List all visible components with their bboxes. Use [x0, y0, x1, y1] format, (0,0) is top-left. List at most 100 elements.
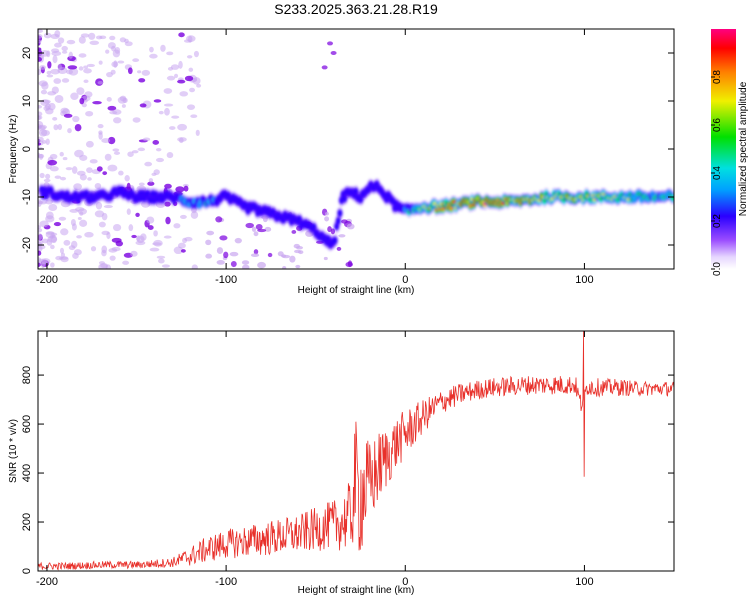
- heatmap-noise-blob: [107, 136, 116, 145]
- heatmap-noise-blob: [53, 222, 61, 227]
- heatmap-noise-blob: [38, 227, 43, 233]
- heatmap-noise-blob: [101, 230, 110, 236]
- heatmap-noise-blob: [257, 228, 267, 233]
- colorbar-tick-label: 0.8: [712, 70, 723, 84]
- heatmap-noise-blob: [253, 231, 259, 237]
- heatmap-noise-blob: [57, 63, 62, 71]
- heatmap-noise-blob: [58, 216, 67, 221]
- heatmap-y-axis-label: Frequency (Hz): [8, 115, 19, 184]
- heatmap-noise-blob: [98, 60, 103, 65]
- heatmap-noise-blob: [83, 79, 89, 84]
- heatmap-noise-blob: [68, 67, 79, 76]
- heatmap-noise-blob: [112, 223, 122, 232]
- heatmap-noise-blob: [38, 39, 42, 44]
- heatmap-noise-blob: [94, 183, 102, 190]
- heatmap-noise-blob: [65, 167, 73, 171]
- heatmap-noise-blob: [121, 104, 126, 108]
- heatmap-noise-blob: [206, 230, 215, 236]
- heatmap-noise-blob: [245, 222, 254, 229]
- heatmap-noise-blob: [113, 151, 121, 155]
- heatmap-noise-blob: [107, 105, 117, 111]
- heatmap-noise-blob: [216, 260, 225, 265]
- heatmap-noise-blob: [264, 226, 272, 232]
- heatmap-noise-blob: [38, 136, 44, 142]
- heatmap-ridge-cell: [337, 209, 343, 217]
- snr-x-tick-label: 0: [402, 576, 408, 588]
- heatmap-noise-blob: [173, 223, 181, 229]
- heatmap-noise-blob: [293, 243, 300, 249]
- heatmap-noise-blob: [163, 235, 172, 239]
- heatmap-noise-blob: [60, 228, 69, 236]
- heatmap-x-tick-label: -200: [36, 274, 58, 286]
- heatmap-noise-blob: [267, 252, 273, 258]
- snr-x-tick-label: -100: [215, 576, 237, 588]
- heatmap-noise-blob: [230, 261, 237, 268]
- heatmap-noise-blob: [193, 50, 199, 58]
- heatmap-noise-blob: [132, 58, 140, 62]
- heatmap-noise-blob: [149, 247, 160, 252]
- heatmap-noise-blob: [324, 216, 330, 222]
- heatmap-noise-blob: [115, 240, 124, 247]
- heatmap-noise-blob: [215, 216, 223, 223]
- snr-y-axis-label: SNR (10 * v/v): [8, 419, 19, 483]
- heatmap-noise-blob: [289, 255, 296, 263]
- snr-y-tick-label: 400: [21, 464, 33, 482]
- heatmap-noise-blob: [112, 148, 120, 152]
- heatmap-noise-blob: [47, 159, 58, 166]
- heatmap-noise-blob: [76, 235, 82, 239]
- heatmap-noise-blob: [118, 170, 124, 176]
- heatmap-noise-blob: [186, 104, 196, 110]
- heatmap-noise-blob: [323, 256, 328, 261]
- heatmap-noise-blob: [68, 51, 73, 59]
- heatmap-noise-blob: [73, 249, 82, 256]
- heatmap-noise-blob: [78, 66, 84, 71]
- heatmap-noise-blob: [136, 235, 141, 242]
- heatmap-noise-blob: [77, 216, 82, 221]
- heatmap-noise-blob: [63, 239, 71, 246]
- heatmap-noise-blob: [66, 39, 76, 45]
- heatmap-noise-blob: [46, 50, 51, 58]
- heatmap-noise-blob: [113, 117, 122, 124]
- heatmap-noise-blob: [79, 173, 87, 181]
- heatmap-noise-blob: [188, 67, 194, 72]
- heatmap-noise-blob: [106, 97, 112, 102]
- colorbar-ticks: 0.0 0.2 0.4 0.6 0.8: [711, 70, 723, 276]
- heatmap-noise-blob: [253, 249, 259, 255]
- heatmap-noise-blob: [160, 44, 166, 52]
- heatmap-noise-blob: [147, 181, 155, 186]
- heatmap-noise-blob: [341, 219, 348, 224]
- heatmap-noise-blob: [137, 70, 142, 74]
- heatmap-noise-blob: [38, 153, 44, 160]
- heatmap-noise-blob: [101, 249, 107, 257]
- heatmap-noise-blob: [223, 251, 229, 259]
- heatmap-noise-blob: [330, 228, 336, 235]
- heatmap-noise-blob: [241, 260, 250, 265]
- heatmap-noise-blob: [74, 207, 85, 212]
- colorbar-label: Normalized spectral amplitude: [738, 81, 749, 216]
- heatmap-noise-blob: [196, 83, 202, 88]
- heatmap-noise-blob: [54, 94, 64, 103]
- heatmap-noise-blob: [38, 104, 43, 109]
- heatmap-noise-blob: [132, 117, 141, 123]
- heatmap-y-tick-label: -10: [21, 189, 33, 205]
- heatmap-noise-blob: [179, 214, 187, 219]
- heatmap-noise-blob: [219, 235, 228, 241]
- heatmap-noise-blob: [39, 172, 45, 179]
- heatmap-noise-blob: [43, 32, 52, 39]
- heatmap-noise-blob: [107, 42, 116, 49]
- heatmap-noise-blob: [67, 65, 78, 70]
- heatmap-noise-blob: [39, 220, 49, 228]
- heatmap-noise-blob: [184, 75, 194, 82]
- heatmap-noise-blob: [183, 185, 189, 192]
- heatmap-noise-blob: [158, 258, 165, 264]
- heatmap-noise-blob: [89, 159, 98, 164]
- heatmap-y-tick-label: 10: [21, 95, 33, 107]
- heatmap-noise-blob: [78, 53, 87, 58]
- heatmap-noise-blob: [124, 41, 133, 47]
- heatmap-noise-blob: [164, 107, 170, 116]
- heatmap-noise-blob: [60, 256, 69, 263]
- heatmap-noise-blob: [152, 140, 160, 145]
- heatmap-noise-blob: [46, 70, 52, 75]
- heatmap-noise-blob: [45, 173, 51, 180]
- heatmap-noise-blob: [179, 91, 189, 97]
